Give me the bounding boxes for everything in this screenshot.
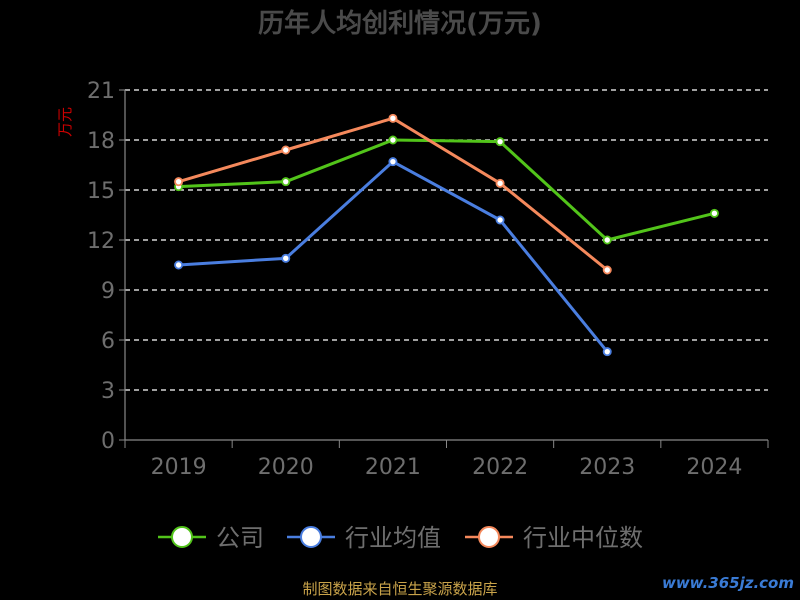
data-point[interactable] xyxy=(388,113,398,123)
legend-marker[interactable] xyxy=(171,526,193,548)
data-point[interactable] xyxy=(495,178,505,188)
y-tick-label: 9 xyxy=(101,279,115,304)
data-point[interactable] xyxy=(174,260,184,270)
legend-marker[interactable] xyxy=(300,526,322,548)
y-tick-label: 12 xyxy=(87,229,115,254)
legend-label[interactable]: 行业中位数 xyxy=(523,524,643,552)
y-axis-label: 万元 xyxy=(56,107,74,137)
data-point[interactable] xyxy=(174,177,184,187)
data-point[interactable] xyxy=(495,137,505,147)
x-tick-label: 2021 xyxy=(365,455,421,480)
legend-label[interactable]: 公司 xyxy=(216,524,264,552)
data-point[interactable] xyxy=(602,347,612,357)
y-tick-label: 6 xyxy=(101,329,115,354)
data-point[interactable] xyxy=(602,235,612,245)
y-tick-label: 15 xyxy=(87,179,115,204)
data-point[interactable] xyxy=(709,208,719,218)
chart-title: 历年人均创利情况(万元) xyxy=(258,8,542,39)
y-tick-label: 21 xyxy=(87,79,115,104)
y-tick-label: 3 xyxy=(101,379,115,404)
legend-label[interactable]: 行业均值 xyxy=(345,524,441,552)
x-tick-label: 2019 xyxy=(151,455,207,480)
data-point[interactable] xyxy=(495,215,505,225)
data-point[interactable] xyxy=(281,145,291,155)
data-point[interactable] xyxy=(388,157,398,167)
x-tick-label: 2020 xyxy=(258,455,314,480)
x-tick-label: 2024 xyxy=(686,455,742,480)
series-line-0 xyxy=(178,138,715,242)
x-tick-label: 2023 xyxy=(579,455,635,480)
axes: 0 3 6 9 12 15 18 21 2019 2020 2021 2022 2023 2024 xyxy=(87,79,769,480)
series-lines xyxy=(174,113,719,357)
data-point[interactable] xyxy=(602,265,612,275)
data-point[interactable] xyxy=(281,253,291,263)
y-tick-label: 0 xyxy=(101,429,115,454)
legend-marker[interactable] xyxy=(478,526,500,548)
grid-lines xyxy=(125,89,768,391)
data-point[interactable] xyxy=(281,177,291,187)
watermark-link[interactable]: www.365jz.com xyxy=(661,574,794,592)
y-tick-label: 18 xyxy=(87,129,115,154)
data-source-note: 制图数据来自恒生聚源数据库 xyxy=(302,580,498,598)
x-tick-label: 2022 xyxy=(472,455,528,480)
data-point[interactable] xyxy=(388,135,398,145)
legend[interactable]: 公司 行业均值 行业中位数 xyxy=(158,524,643,552)
